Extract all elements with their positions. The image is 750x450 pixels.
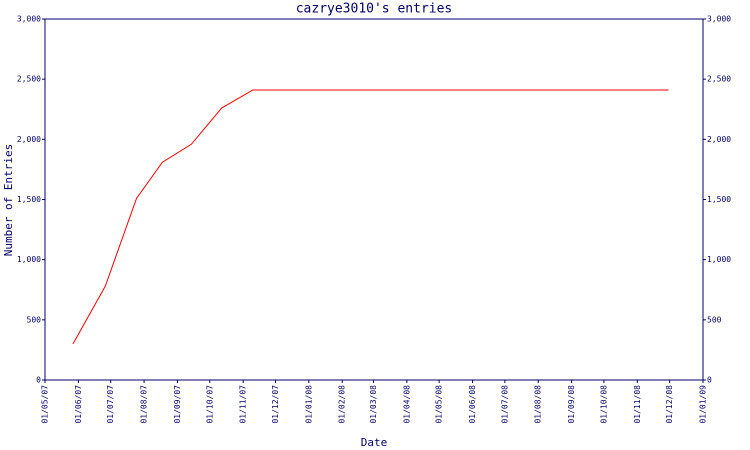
y-tick-label: 1,500	[17, 195, 41, 204]
y-tick-label: 3,000	[17, 15, 41, 24]
y2-tick-label: 3,000	[707, 15, 731, 24]
x-tick-label: 01/04/08	[402, 385, 411, 424]
x-tick-label: 01/10/08	[599, 385, 608, 424]
x-tick-label: 01/01/09	[699, 385, 708, 424]
y-tick-label: 500	[27, 315, 42, 324]
plot-frame	[44, 18, 704, 381]
x-tick-label: 01/07/07	[106, 385, 115, 424]
x-tick-label: 01/09/07	[173, 385, 182, 424]
chart-title: cazrye3010's entries	[296, 2, 453, 17]
x-tick-label: 01/10/07	[205, 385, 214, 424]
x-axis-label: Date	[361, 436, 388, 449]
data-line	[72, 89, 669, 345]
y-tick-label: 2,000	[17, 135, 41, 144]
x-tick-label: 01/12/07	[271, 385, 280, 424]
x-tick-label: 01/06/08	[468, 385, 477, 424]
y-axis-label: Number of Entries	[2, 144, 15, 257]
x-tick-label: 01/05/07	[41, 385, 50, 424]
x-tick-label: 01/03/08	[369, 385, 378, 424]
x-tick-label: 01/07/08	[500, 385, 509, 424]
y-tick-label: 2,500	[17, 75, 41, 84]
y-tick-label: 1,000	[17, 255, 41, 264]
x-tick-label: 01/12/08	[665, 385, 674, 424]
x-tick-label: 01/05/08	[435, 385, 444, 424]
y2-tick-label: 1,000	[707, 255, 731, 264]
x-tick-label: 01/08/08	[534, 385, 543, 424]
x-tick-label: 01/09/08	[567, 385, 576, 424]
y2-tick-label: 500	[707, 315, 722, 324]
y2-tick-label: 1,500	[707, 195, 731, 204]
x-tick-label: 01/06/07	[74, 385, 83, 424]
x-tick-label: 01/02/08	[338, 385, 347, 424]
y2-tick-label: 0	[707, 376, 712, 385]
y2-tick-label: 2,500	[707, 75, 731, 84]
y2-tick-label: 2,000	[707, 135, 731, 144]
x-tick-label: 01/11/08	[633, 385, 642, 424]
x-tick-label: 01/08/07	[140, 385, 149, 424]
x-tick-label: 01/11/07	[239, 385, 248, 424]
y-tick-label: 0	[36, 376, 41, 385]
x-tick-label: 01/01/08	[304, 385, 313, 424]
